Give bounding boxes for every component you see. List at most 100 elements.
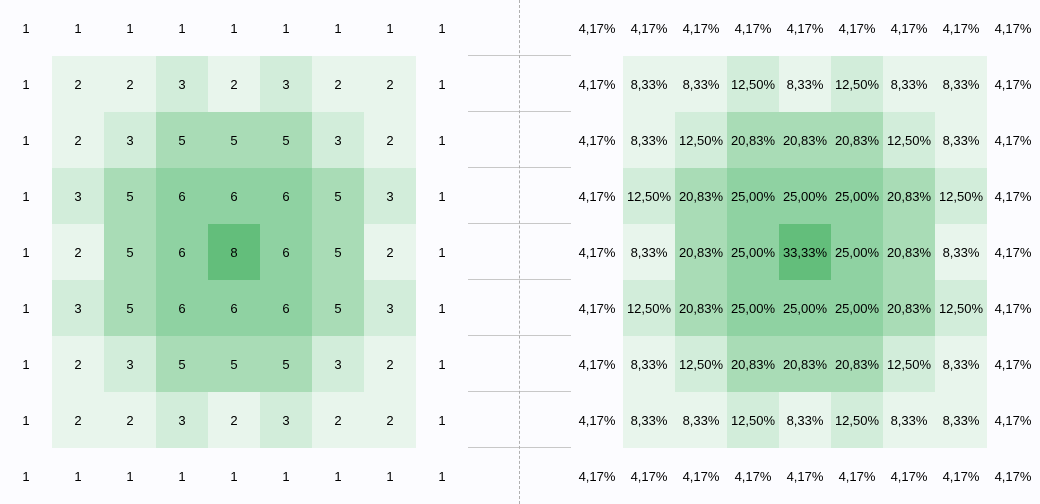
grid-cell[interactable]: 5 <box>104 224 156 280</box>
grid-cell[interactable]: 8,33% <box>623 392 675 448</box>
grid-cell[interactable]: 2 <box>364 392 416 448</box>
grid-cell[interactable]: 20,83% <box>675 280 727 336</box>
grid-cell[interactable]: 2 <box>52 112 104 168</box>
grid-cell[interactable]: 4,17% <box>571 0 623 56</box>
grid-cell[interactable]: 12,50% <box>675 336 727 392</box>
grid-cell[interactable]: 20,83% <box>727 112 779 168</box>
grid-cell[interactable]: 1 <box>156 0 208 56</box>
grid-cell[interactable]: 4,17% <box>727 0 779 56</box>
grid-cell[interactable]: 1 <box>312 0 364 56</box>
grid-cell[interactable]: 2 <box>104 392 156 448</box>
grid-cell[interactable]: 5 <box>104 168 156 224</box>
grid-cell[interactable]: 8,33% <box>935 224 987 280</box>
grid-cell[interactable]: 8,33% <box>883 392 935 448</box>
grid-cell[interactable]: 6 <box>156 224 208 280</box>
grid-cell[interactable]: 20,83% <box>779 112 831 168</box>
grid-cell[interactable]: 1 <box>0 336 52 392</box>
grid-cell[interactable]: 8,33% <box>623 56 675 112</box>
grid-cell[interactable]: 4,17% <box>831 0 883 56</box>
grid-cell[interactable]: 20,83% <box>675 224 727 280</box>
grid-cell[interactable]: 2 <box>364 112 416 168</box>
grid-cell[interactable]: 4,17% <box>571 224 623 280</box>
grid-cell[interactable]: 1 <box>312 448 364 504</box>
grid-cell[interactable]: 5 <box>260 112 312 168</box>
grid-cell[interactable]: 12,50% <box>727 392 779 448</box>
grid-cell[interactable]: 20,83% <box>779 336 831 392</box>
grid-cell[interactable]: 3 <box>52 280 104 336</box>
grid-cell[interactable]: 8,33% <box>623 336 675 392</box>
grid-cell[interactable]: 6 <box>156 168 208 224</box>
grid-cell[interactable]: 12,50% <box>623 280 675 336</box>
grid-cell[interactable]: 12,50% <box>883 336 935 392</box>
grid-cell[interactable]: 12,50% <box>623 168 675 224</box>
grid-cell[interactable]: 4,17% <box>987 392 1039 448</box>
grid-cell[interactable]: 12,50% <box>831 56 883 112</box>
grid-cell[interactable]: 25,00% <box>779 168 831 224</box>
grid-cell[interactable]: 2 <box>312 56 364 112</box>
grid-cell[interactable]: 5 <box>312 280 364 336</box>
grid-cell[interactable]: 2 <box>52 392 104 448</box>
grid-cell[interactable]: 3 <box>364 168 416 224</box>
grid-cell[interactable]: 5 <box>208 336 260 392</box>
grid-cell[interactable]: 20,83% <box>831 336 883 392</box>
grid-cell[interactable]: 5 <box>156 112 208 168</box>
grid-cell[interactable]: 4,17% <box>779 0 831 56</box>
grid-cell[interactable]: 3 <box>104 112 156 168</box>
grid-cell[interactable]: 4,17% <box>571 168 623 224</box>
grid-cell[interactable]: 1 <box>364 448 416 504</box>
grid-cell[interactable]: 4,17% <box>987 280 1039 336</box>
grid-cell[interactable]: 6 <box>260 168 312 224</box>
grid-cell[interactable]: 20,83% <box>831 112 883 168</box>
grid-cell[interactable]: 1 <box>52 448 104 504</box>
grid-cell[interactable]: 1 <box>416 336 468 392</box>
grid-cell[interactable]: 4,17% <box>987 112 1039 168</box>
grid-cell[interactable]: 8,33% <box>623 224 675 280</box>
grid-cell[interactable]: 4,17% <box>987 336 1039 392</box>
grid-cell[interactable]: 8,33% <box>623 112 675 168</box>
grid-cell[interactable]: 4,17% <box>987 56 1039 112</box>
grid-cell[interactable]: 2 <box>208 56 260 112</box>
grid-cell[interactable]: 25,00% <box>831 224 883 280</box>
grid-cell[interactable]: 2 <box>104 56 156 112</box>
grid-cell[interactable]: 8,33% <box>935 56 987 112</box>
grid-cell[interactable]: 12,50% <box>935 280 987 336</box>
grid-cell[interactable]: 8 <box>208 224 260 280</box>
grid-cell[interactable]: 5 <box>260 336 312 392</box>
grid-cell[interactable]: 6 <box>156 280 208 336</box>
grid-cell[interactable]: 2 <box>208 392 260 448</box>
grid-cell[interactable]: 5 <box>156 336 208 392</box>
grid-cell[interactable]: 4,17% <box>571 392 623 448</box>
grid-cell[interactable]: 3 <box>312 112 364 168</box>
grid-cell[interactable]: 5 <box>312 224 364 280</box>
grid-cell[interactable]: 3 <box>260 392 312 448</box>
grid-cell[interactable]: 1 <box>104 448 156 504</box>
grid-cell[interactable]: 3 <box>104 336 156 392</box>
grid-cell[interactable]: 20,83% <box>883 280 935 336</box>
grid-cell[interactable]: 25,00% <box>727 280 779 336</box>
grid-cell[interactable]: 12,50% <box>675 112 727 168</box>
grid-cell[interactable]: 2 <box>364 224 416 280</box>
grid-cell[interactable]: 4,17% <box>831 448 883 504</box>
grid-cell[interactable]: 1 <box>416 224 468 280</box>
grid-cell[interactable]: 4,17% <box>675 0 727 56</box>
grid-cell[interactable]: 1 <box>0 392 52 448</box>
grid-cell[interactable]: 25,00% <box>779 280 831 336</box>
grid-cell[interactable]: 8,33% <box>675 392 727 448</box>
grid-cell[interactable]: 1 <box>104 0 156 56</box>
grid-cell[interactable]: 1 <box>0 112 52 168</box>
grid-cell[interactable]: 4,17% <box>571 448 623 504</box>
grid-cell[interactable]: 12,50% <box>727 56 779 112</box>
grid-cell[interactable]: 8,33% <box>935 336 987 392</box>
grid-cell[interactable]: 4,17% <box>987 448 1039 504</box>
grid-cell[interactable]: 4,17% <box>571 112 623 168</box>
grid-cell[interactable]: 1 <box>208 0 260 56</box>
grid-cell[interactable]: 4,17% <box>623 448 675 504</box>
grid-cell[interactable]: 2 <box>52 56 104 112</box>
grid-cell[interactable]: 5 <box>208 112 260 168</box>
grid-cell[interactable]: 1 <box>156 448 208 504</box>
grid-cell[interactable]: 1 <box>416 448 468 504</box>
grid-cell[interactable]: 4,17% <box>883 448 935 504</box>
grid-cell[interactable]: 20,83% <box>883 168 935 224</box>
grid-cell[interactable]: 6 <box>208 168 260 224</box>
grid-cell[interactable]: 6 <box>260 280 312 336</box>
